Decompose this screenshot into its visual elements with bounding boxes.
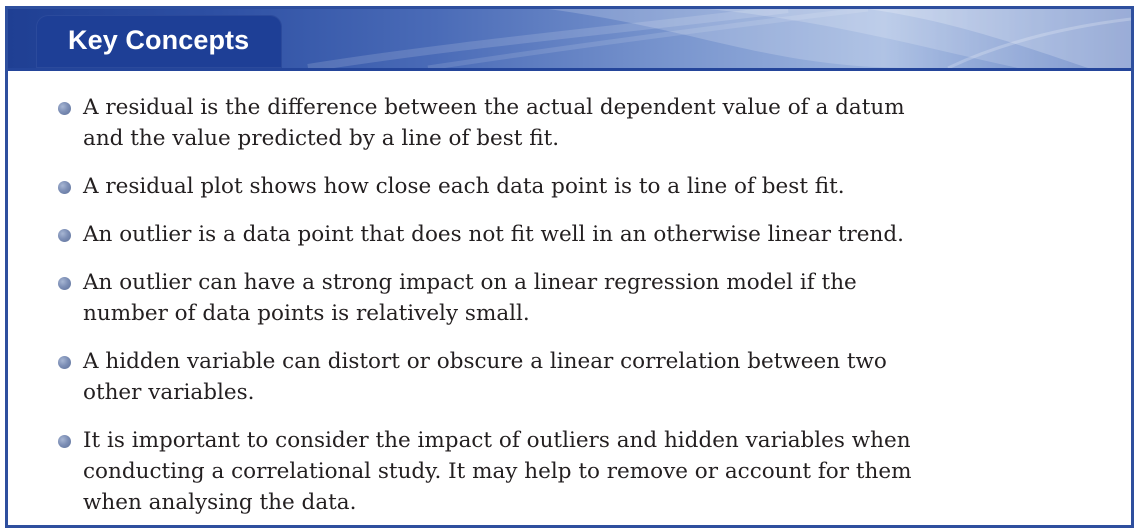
concept-text: A hidden variable can distort or obscure… [83,349,887,405]
concept-text: An outlier can have a strong impact on a… [83,270,857,326]
concept-item: An outlier can have a strong impact on a… [8,267,933,329]
title-tab: Key Concepts [36,15,282,68]
key-concepts-panel: Key Concepts A residual is the differenc… [5,6,1134,528]
bullet-icon [58,229,71,242]
concept-text: A residual is the difference between the… [83,95,905,151]
concept-item: An outlier is a data point that does not… [8,219,933,250]
concept-text: An outlier is a data point that does not… [83,222,904,247]
bullet-icon [58,277,71,290]
concepts-list: A residual is the difference between the… [8,92,1131,525]
bullet-icon [58,181,71,194]
concept-item: A hidden variable can distort or obscure… [8,346,933,408]
decorative-swirl [307,9,1131,68]
bullet-icon [58,356,71,369]
concept-text: A residual plot shows how close each dat… [83,174,845,199]
concept-item: It is important to consider the impact o… [8,425,933,518]
concept-item: A residual plot shows how close each dat… [8,171,933,202]
bullet-icon [58,102,71,115]
panel-header: Key Concepts [8,9,1131,71]
concept-text: It is important to consider the impact o… [83,428,912,515]
panel-title: Key Concepts [68,25,250,55]
concept-item: A residual is the difference between the… [8,92,933,154]
bullet-icon [58,435,71,448]
